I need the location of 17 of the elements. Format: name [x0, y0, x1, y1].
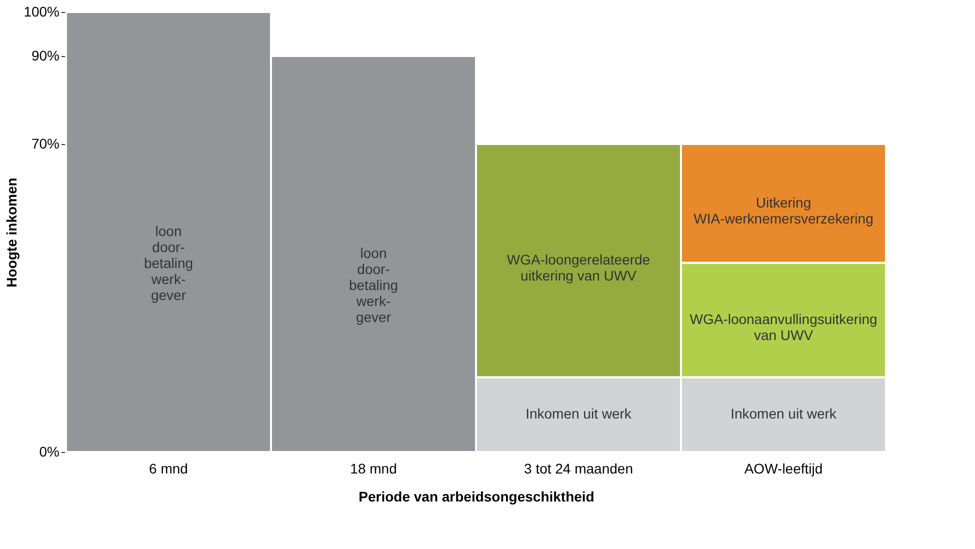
x-tick-label: 6 mnd — [149, 460, 188, 476]
series-label: loon door- betaling werk- gever — [144, 223, 194, 303]
y-tick-label: 0% — [39, 444, 60, 460]
text: Inkomen uit werk — [730, 406, 836, 422]
series-label: WGA-loonaanvullingsuitkering van UWV — [690, 311, 878, 343]
series-label: WGA-loongerelateerde uitkering van UWV — [506, 252, 650, 284]
y-tick-label: 100% — [24, 4, 60, 20]
series-label: Uitkering WIA-werknemersverzekering — [694, 194, 874, 226]
series-label: Inkomen uit werk — [526, 406, 632, 422]
y-tick-label: 90% — [31, 48, 60, 64]
y-axis-title: Hoogte inkomen — [4, 178, 20, 288]
y-tick-label: 70% — [31, 136, 60, 152]
text: loon door- betaling werk- gever — [348, 245, 398, 325]
x-tick-label: AOW-leeftijd — [744, 460, 823, 476]
x-tick-label: 18 mnd — [350, 460, 397, 476]
x-tick-label: 3 tot 24 maanden — [524, 460, 633, 476]
x-axis-title: Periode van arbeidsongeschiktheid — [358, 488, 594, 504]
